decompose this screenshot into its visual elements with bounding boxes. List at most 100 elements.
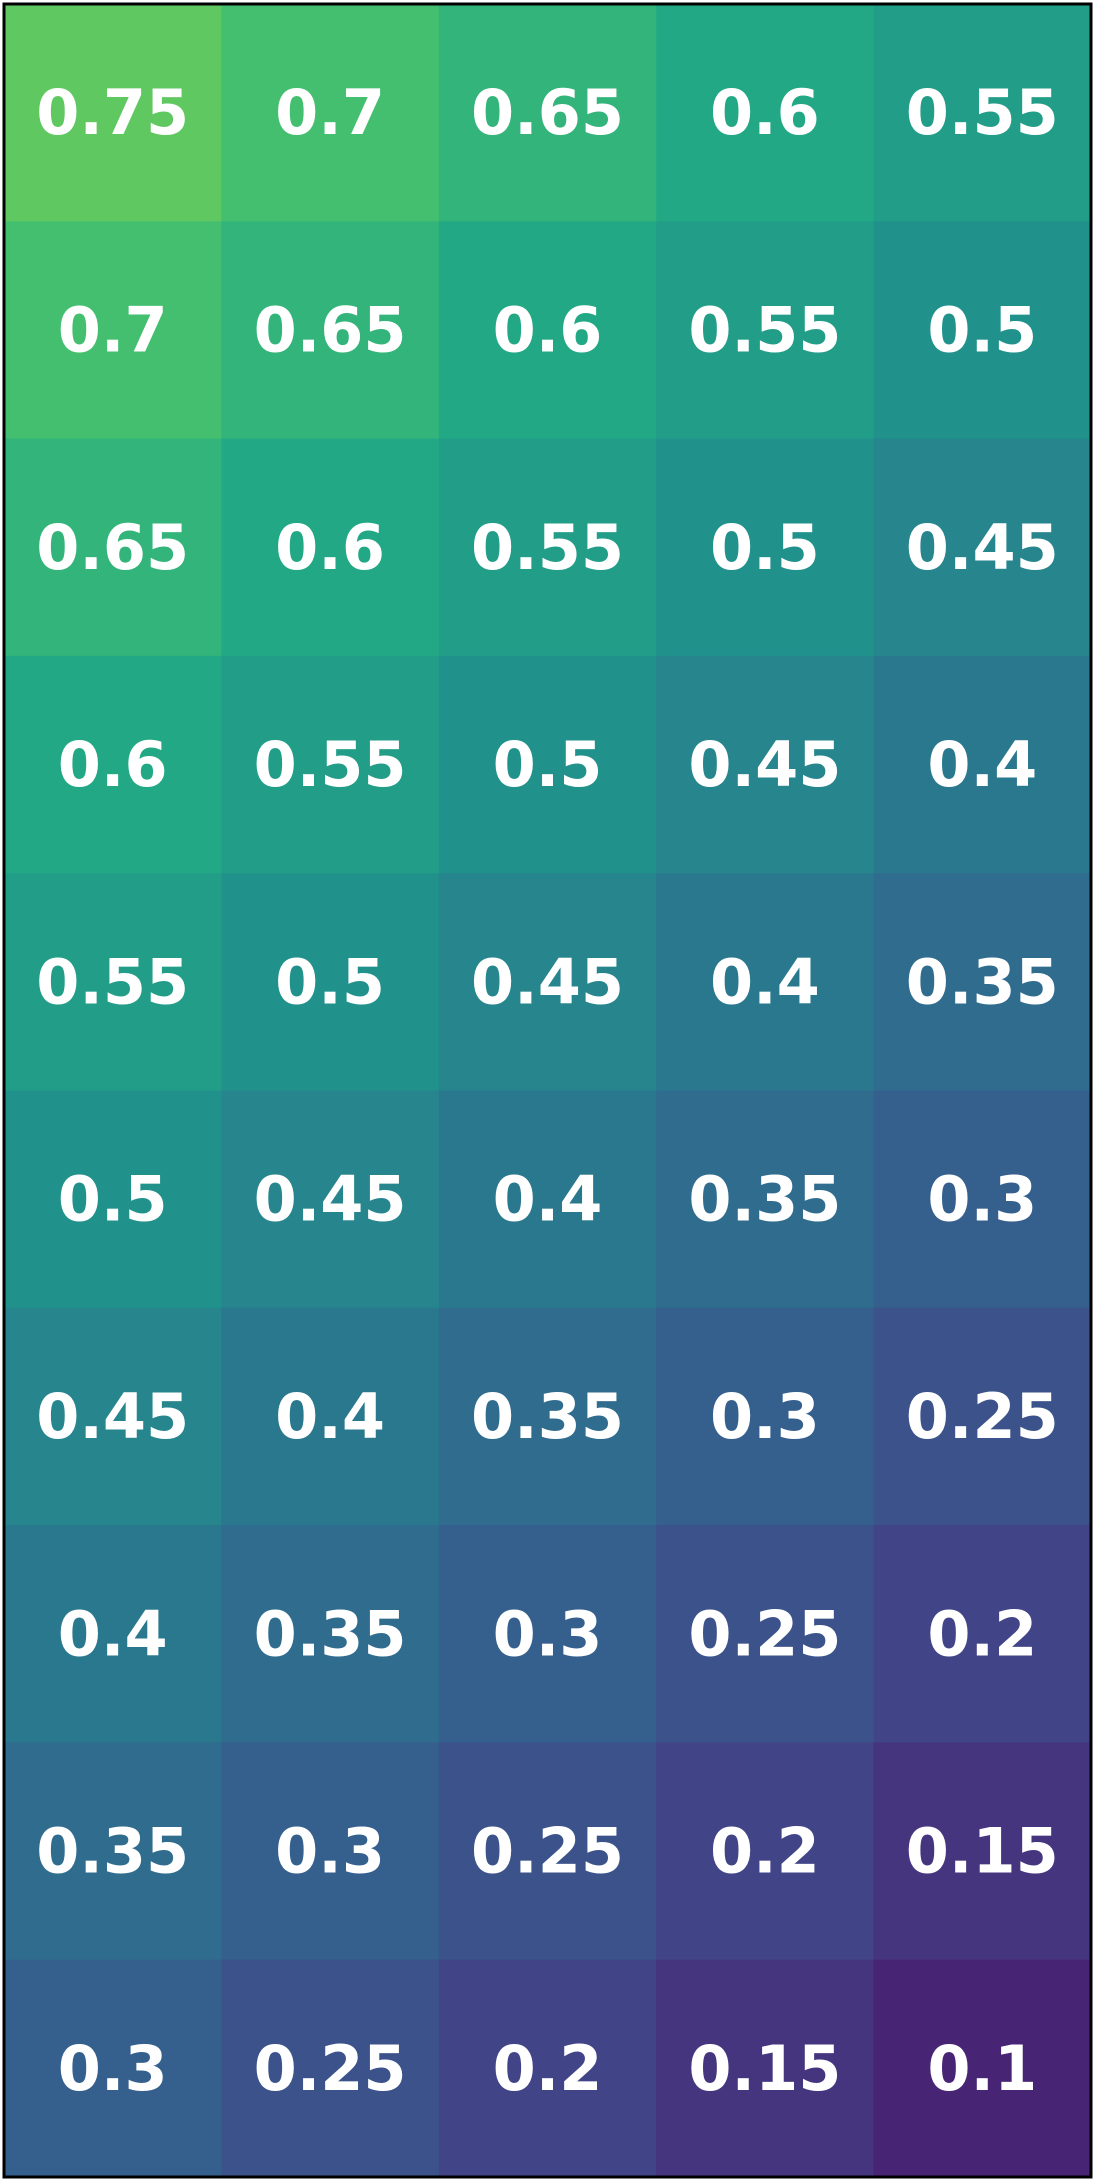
cell-label-r9-c4: 0.1 xyxy=(927,2032,1037,2105)
heatmap-cell-r0-c3 xyxy=(656,4,875,222)
cell-label-r3-c3: 0.45 xyxy=(688,728,841,801)
heatmap-cell-r6-c0 xyxy=(4,1307,222,1526)
heatmap-cell-r0-c1 xyxy=(221,4,440,222)
heatmap-cell-r5-c4 xyxy=(873,1090,1092,1309)
heatmap-cell-r3-c2 xyxy=(438,655,657,874)
cell-label-r6-c0: 0.45 xyxy=(36,1380,189,1453)
heatmap-cells xyxy=(4,4,1092,2178)
cell-label-r9-c1: 0.25 xyxy=(254,2032,407,2105)
heatmap-cell-r5-c1 xyxy=(221,1090,440,1309)
heatmap-cell-r3-c3 xyxy=(656,655,875,874)
heatmap-labels: 0.75 0.7 0.65 0.6 0.55 0.7 0.65 0.6 0.55 0.5 0.65 0… xyxy=(36,76,1059,2105)
heatmap-cell-r7-c2 xyxy=(438,1525,657,1743)
cell-label-r7-c0: 0.4 xyxy=(58,1597,168,1670)
heatmap-cell-r9-c3 xyxy=(656,1959,875,2178)
cell-label-r2-c2: 0.55 xyxy=(471,511,624,584)
heatmap-cell-r6-c2 xyxy=(438,1307,657,1526)
heatmap-cell-r5-c3 xyxy=(656,1090,875,1309)
cell-label-r8-c0: 0.35 xyxy=(36,1815,189,1888)
heatmap-cell-r4-c2 xyxy=(438,873,657,1092)
cell-label-r8-c4: 0.15 xyxy=(906,1815,1059,1888)
heatmap-cell-r6-c3 xyxy=(656,1307,875,1526)
heatmap-cell-r4-c3 xyxy=(656,873,875,1092)
heatmap-cell-r1-c2 xyxy=(438,221,657,440)
cell-label-r0-c4: 0.55 xyxy=(906,76,1059,149)
cell-label-r5-c0: 0.5 xyxy=(58,1163,168,1236)
heatmap-cell-r7-c4 xyxy=(873,1525,1092,1743)
cell-label-r6-c2: 0.35 xyxy=(471,1380,624,1453)
cell-label-r4-c1: 0.5 xyxy=(275,945,385,1018)
cell-label-r6-c4: 0.25 xyxy=(906,1380,1059,1453)
heatmap-cell-r3-c0 xyxy=(4,655,222,874)
heatmap-cell-r2-c1 xyxy=(221,438,440,657)
cell-label-r3-c1: 0.55 xyxy=(254,728,407,801)
cell-label-r2-c3: 0.5 xyxy=(710,511,820,584)
cell-label-r1-c3: 0.55 xyxy=(688,293,841,366)
cell-label-r1-c1: 0.65 xyxy=(254,293,407,366)
cell-label-r5-c3: 0.35 xyxy=(688,1163,841,1236)
heatmap-cell-r5-c0 xyxy=(4,1090,222,1309)
heatmap-cell-r9-c0 xyxy=(4,1959,222,2178)
cell-label-r8-c1: 0.3 xyxy=(275,1815,385,1888)
heatmap-cell-r6-c1 xyxy=(221,1307,440,1526)
heatmap-cell-r7-c3 xyxy=(656,1525,875,1743)
heatmap-cell-r9-c4 xyxy=(873,1959,1092,2178)
heatmap-cell-r1-c3 xyxy=(656,221,875,440)
cell-label-r1-c4: 0.5 xyxy=(927,293,1037,366)
cell-label-r0-c1: 0.7 xyxy=(275,76,385,149)
cell-label-r2-c1: 0.6 xyxy=(275,511,385,584)
cell-label-r4-c0: 0.55 xyxy=(36,945,189,1018)
cell-label-r0-c3: 0.6 xyxy=(710,76,820,149)
heatmap-cell-r1-c0 xyxy=(4,221,222,440)
heatmap-cell-r6-c4 xyxy=(873,1307,1092,1526)
heatmap-cell-r5-c2 xyxy=(438,1090,657,1309)
heatmap-cell-r9-c2 xyxy=(438,1959,657,2178)
cell-label-r5-c2: 0.4 xyxy=(493,1163,603,1236)
cell-label-r6-c1: 0.4 xyxy=(275,1380,385,1453)
heatmap-cell-r3-c1 xyxy=(221,655,440,874)
cell-label-r4-c2: 0.45 xyxy=(471,945,624,1018)
cell-label-r9-c3: 0.15 xyxy=(688,2032,841,2105)
heatmap-cell-r0-c4 xyxy=(873,4,1092,222)
heatmap-cell-r4-c4 xyxy=(873,873,1092,1092)
heatmap-cell-r2-c2 xyxy=(438,438,657,657)
cell-label-r7-c4: 0.2 xyxy=(927,1597,1037,1670)
heatmap-cell-r4-c0 xyxy=(4,873,222,1092)
heatmap-cell-r1-c1 xyxy=(221,221,440,440)
heatmap-cell-r1-c4 xyxy=(873,221,1092,440)
cell-label-r4-c4: 0.35 xyxy=(906,945,1059,1018)
cell-label-r8-c2: 0.25 xyxy=(471,1815,624,1888)
cell-label-r9-c0: 0.3 xyxy=(58,2032,168,2105)
cell-label-r3-c4: 0.4 xyxy=(927,728,1037,801)
cell-label-r6-c3: 0.3 xyxy=(710,1380,820,1453)
heatmap-cell-r9-c1 xyxy=(221,1959,440,2178)
cell-label-r0-c0: 0.75 xyxy=(36,76,189,149)
cell-label-r8-c3: 0.2 xyxy=(710,1815,820,1888)
cell-label-r7-c2: 0.3 xyxy=(493,1597,603,1670)
heatmap-cell-r0-c0 xyxy=(4,4,222,222)
heatmap-cell-r4-c1 xyxy=(221,873,440,1092)
cell-label-r0-c2: 0.65 xyxy=(471,76,624,149)
cell-label-r5-c1: 0.45 xyxy=(254,1163,407,1236)
cell-label-r4-c3: 0.4 xyxy=(710,945,820,1018)
heatmap-cell-r8-c4 xyxy=(873,1742,1092,1961)
cell-label-r1-c2: 0.6 xyxy=(493,293,603,366)
heatmap-cell-r0-c2 xyxy=(438,4,657,222)
cell-label-r2-c0: 0.65 xyxy=(36,511,189,584)
cell-label-r2-c4: 0.45 xyxy=(906,511,1059,584)
heatmap-cell-r2-c4 xyxy=(873,438,1092,657)
cell-label-r7-c3: 0.25 xyxy=(688,1597,841,1670)
cell-label-r3-c2: 0.5 xyxy=(493,728,603,801)
heatmap-cell-r2-c0 xyxy=(4,438,222,657)
cell-label-r7-c1: 0.35 xyxy=(254,1597,407,1670)
heatmap-cell-r8-c0 xyxy=(4,1742,222,1961)
cell-label-r1-c0: 0.7 xyxy=(58,293,168,366)
heatmap-cell-r8-c3 xyxy=(656,1742,875,1961)
heatmap-cell-r7-c1 xyxy=(221,1525,440,1743)
heatmap-cell-r8-c1 xyxy=(221,1742,440,1961)
cell-label-r3-c0: 0.6 xyxy=(58,728,168,801)
heatmap-cell-r3-c4 xyxy=(873,655,1092,874)
heatmap-cell-r8-c2 xyxy=(438,1742,657,1961)
